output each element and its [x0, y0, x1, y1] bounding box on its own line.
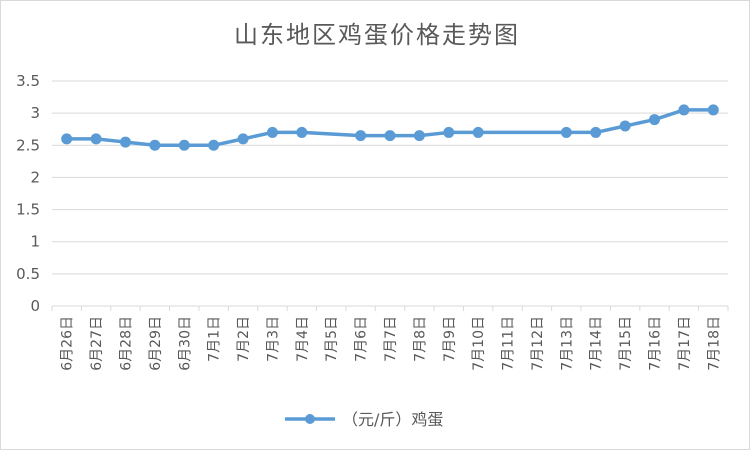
x-tick-label: 7月1日	[207, 316, 223, 362]
data-point	[649, 114, 661, 126]
x-tick-label: 7月6日	[354, 316, 370, 362]
x-axis-ticks: 6月26日 6月27日 6月28日 6月29日 6月30日 7月1日 7月2日 7月3日 7月4…	[51, 306, 729, 371]
x-tick-label: 7月8日	[412, 316, 428, 362]
y-tick-label: 2	[30, 168, 40, 186]
data-point	[590, 126, 602, 138]
data-point	[413, 130, 425, 142]
y-tick-label: 3	[30, 104, 40, 122]
series-layer	[61, 104, 719, 151]
x-tick-label: 6月29日	[148, 316, 164, 371]
legend-label: （元/斤）鸡蛋	[342, 410, 443, 429]
x-tick-label: 7月17日	[677, 316, 693, 371]
x-tick-label: 7月10日	[471, 316, 487, 371]
y-tick-label: 3.5	[16, 72, 40, 90]
y-tick-label: 0.5	[16, 265, 40, 283]
data-point	[149, 139, 161, 151]
data-point	[443, 126, 455, 138]
x-tick-label: 7月11日	[501, 316, 517, 371]
x-tick-label: 7月4日	[295, 316, 311, 362]
x-tick-label: 7月12日	[530, 316, 546, 371]
x-tick-label: 7月3日	[265, 316, 281, 362]
y-tick-label: 1.5	[16, 201, 40, 219]
data-point	[707, 104, 719, 116]
x-tick-label: 7月2日	[236, 316, 252, 362]
x-tick-label: 7月7日	[383, 316, 399, 362]
data-point	[560, 126, 572, 138]
x-tick-label: 7月9日	[442, 316, 458, 362]
x-tick-label: 7月18日	[706, 316, 722, 371]
data-point	[237, 133, 249, 145]
data-point	[61, 133, 73, 145]
y-tick-label: 2.5	[16, 136, 40, 154]
x-tick-label: 7月5日	[324, 316, 340, 362]
data-point	[208, 139, 220, 151]
legend-marker-swatch	[305, 414, 315, 424]
data-point	[619, 120, 631, 132]
data-point	[472, 126, 484, 138]
x-tick-label: 6月30日	[177, 316, 193, 371]
chart-title: 山东地区鸡蛋价格走势图	[234, 21, 520, 49]
y-axis-ticks: 0 0.5 1 1.5 2 2.5 3 3.5	[16, 72, 40, 315]
data-point	[296, 126, 308, 138]
data-point	[119, 136, 131, 148]
x-tick-label: 6月27日	[89, 316, 105, 371]
data-point	[384, 130, 396, 142]
legend: （元/斤）鸡蛋	[285, 410, 443, 429]
y-tick-label: 0	[30, 297, 40, 315]
data-point	[678, 104, 690, 116]
x-tick-label: 6月26日	[60, 316, 76, 371]
x-tick-label: 6月28日	[118, 316, 134, 371]
x-tick-label: 7月16日	[648, 316, 664, 371]
gridlines	[52, 80, 728, 307]
x-tick-label: 7月13日	[559, 316, 575, 371]
x-tick-label: 7月15日	[618, 316, 634, 371]
x-tick-label: 7月14日	[589, 316, 605, 371]
data-point	[178, 139, 190, 151]
data-point	[266, 126, 278, 138]
y-tick-label: 1	[30, 233, 40, 251]
data-point	[355, 130, 367, 142]
data-point	[90, 133, 102, 145]
